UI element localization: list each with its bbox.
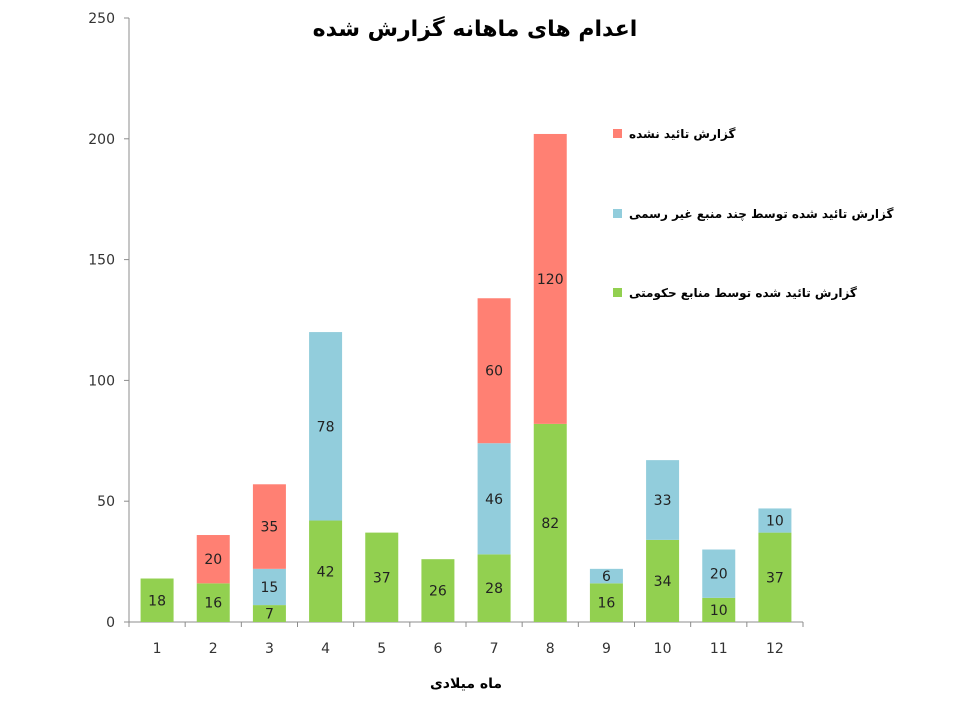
bar-segment [589,583,623,622]
bar-segment [758,532,792,622]
data-label: 18 [148,593,166,609]
bar-segment [196,583,230,622]
legend-marker [613,129,622,138]
data-label: 16 [598,596,616,612]
y-tick-label: 250 [88,11,115,27]
x-tick-label: 10 [654,641,672,657]
bar-segment [252,484,286,569]
data-label: 46 [485,492,503,508]
bar-segment [702,549,736,598]
x-tick-label: 9 [602,641,611,657]
bar-segment [196,535,230,584]
bar-segment [589,568,623,584]
data-label: 20 [710,567,728,583]
x-tick-label: 11 [710,641,728,657]
x-tick-label: 12 [766,641,784,657]
x-tick-label: 2 [209,641,218,657]
data-label: 16 [204,596,222,612]
data-label: 15 [261,580,279,596]
x-axis: 1 2 3 4 5 6 7 8 9 10 11 12 [128,621,804,657]
bar-segment [533,133,567,424]
legend-label: گزارش تائید شده توسط چند منبع غیر رسمی [629,207,893,222]
data-label: 37 [373,570,391,586]
legend-label: گزارش تائید نشده [629,127,735,141]
data-label: 33 [654,493,672,509]
data-label: 34 [654,574,672,590]
data-label: 120 [537,272,564,288]
legend-marker [613,288,622,297]
data-label: 37 [766,570,784,586]
x-tick-label: 8 [546,641,555,657]
data-label: 10 [710,603,728,619]
data-label: 42 [317,564,335,580]
data-label: 78 [317,419,335,435]
x-tick-label: 1 [153,641,162,657]
y-axis: 0 50 100 150 200 250 [88,11,130,631]
data-label: 28 [485,581,503,597]
x-tick-label: 6 [433,641,442,657]
x-tick-label: 3 [265,641,274,657]
bar-segment [309,520,343,622]
y-tick-label: 100 [88,373,115,389]
data-label: 6 [602,569,611,585]
x-tick-label: 7 [490,641,499,657]
bar-segment [646,460,680,540]
bar-segment [421,559,455,622]
x-tick-label: 5 [377,641,386,657]
y-tick-label: 50 [97,494,115,510]
bar-segment [252,605,286,622]
bar-segment [365,532,399,622]
legend-marker [613,209,622,218]
bar-segment [140,578,174,622]
y-tick-label: 150 [88,253,115,269]
bar-segment [252,568,286,606]
bar-segment [758,508,792,533]
data-label: 60 [485,364,503,380]
data-label: 20 [204,552,222,568]
bar-segment [477,443,511,555]
bars-group [140,133,792,622]
data-label: 26 [429,584,447,600]
legend-label: گزارش تائید شده توسط منابع حکومتی [629,286,857,301]
data-label: 82 [541,516,559,532]
bar-segment [702,597,736,622]
bar-segment [477,298,511,444]
data-label: 7 [265,607,274,623]
bar-segment [309,332,343,521]
x-tick-label: 4 [321,641,330,657]
chart-title: اعدام های ماهانه گزارش شده [313,15,638,42]
x-axis-title: ماه میلادی [430,676,502,692]
data-labels-group: 18 16 20 7 15 35 42 78 37 26 28 46 60 82 120 16 6 34 33 10 2… [148,272,784,623]
bar-segment [533,423,567,622]
data-label: 10 [766,514,784,530]
bar-segment [477,554,511,622]
data-label: 35 [261,520,279,536]
y-tick-label: 200 [88,132,115,148]
y-tick-label: 0 [106,615,115,631]
legend: گزارش تائید نشده گزارش تائید شده توسط چند… [613,127,893,301]
bar-segment [646,539,680,622]
